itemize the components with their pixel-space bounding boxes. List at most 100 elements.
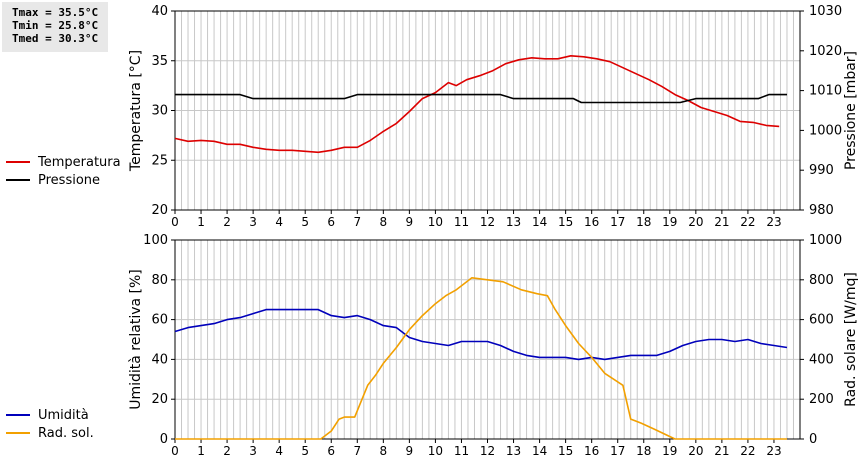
x-tick-label: 4 <box>275 215 283 229</box>
x-tick-label: 12 <box>480 215 495 229</box>
x-tick-label: 12 <box>480 444 495 458</box>
x-tick-label: 21 <box>714 444 729 458</box>
left-tick-label: 0 <box>160 432 168 447</box>
right-tick-label: 1000 <box>809 233 842 248</box>
x-tick-label: 10 <box>428 444 443 458</box>
x-tick-label: 8 <box>380 444 388 458</box>
x-tick-label: 17 <box>610 444 625 458</box>
right-tick-label: 600 <box>809 313 834 328</box>
right-axis-title: Pressione [mbar] <box>843 51 859 170</box>
x-tick-label: 22 <box>740 444 755 458</box>
right-tick-label: 0 <box>809 432 817 447</box>
left-tick-label: 60 <box>151 313 168 328</box>
x-tick-label: 6 <box>327 215 335 229</box>
x-tick-label: 23 <box>766 444 781 458</box>
legend-item-solar: Rad. sol. <box>6 424 94 442</box>
x-tick-label: 9 <box>406 215 414 229</box>
left-tick-label: 25 <box>151 153 168 168</box>
x-tick-label: 0 <box>171 215 179 229</box>
tmin-label: Tmin = 25.8°C <box>12 19 99 32</box>
legend-swatch-humidity <box>6 414 30 416</box>
series-line-pressure <box>175 93 787 104</box>
left-tick-label: 20 <box>151 392 168 407</box>
right-tick-label: 1010 <box>809 84 842 99</box>
chart-panel-1 <box>171 239 804 443</box>
stats-box: Tmax = 35.5°C Tmin = 25.8°C Tmed = 30.3°… <box>2 2 108 52</box>
x-tick-label: 2 <box>223 215 231 229</box>
x-tick-label: 5 <box>301 215 309 229</box>
x-tick-label: 3 <box>249 444 257 458</box>
x-tick-label: 18 <box>636 215 651 229</box>
legend-label-humidity: Umidità <box>38 407 89 423</box>
legend-swatch-solar <box>6 432 30 434</box>
left-axis-title: Umidità relativa [%] <box>128 269 144 410</box>
x-tick-label: 14 <box>532 444 547 458</box>
right-tick-label: 1000 <box>809 123 842 138</box>
left-axis-title: Temperatura [°C] <box>128 50 144 172</box>
series-line-solar <box>175 276 787 440</box>
x-tick-label: 5 <box>301 444 309 458</box>
right-tick-label: 400 <box>809 352 834 367</box>
x-tick-label: 17 <box>610 215 625 229</box>
x-tick-label: 7 <box>353 215 361 229</box>
x-tick-label: 2 <box>223 444 231 458</box>
x-tick-label: 15 <box>558 444 573 458</box>
x-tick-label: 9 <box>406 444 414 458</box>
legend-item-humidity: Umidità <box>6 406 94 424</box>
x-tick-label: 22 <box>740 215 755 229</box>
x-tick-label: 20 <box>688 444 703 458</box>
x-tick-label: 11 <box>454 444 469 458</box>
chart-panel-0 <box>171 10 804 214</box>
x-tick-label: 1 <box>197 215 205 229</box>
legend-label-solar: Rad. sol. <box>38 425 94 441</box>
right-tick-label: 1030 <box>809 4 842 19</box>
right-tick-label: 980 <box>809 203 834 218</box>
series-line-temperature <box>174 54 780 154</box>
legend-swatch-temperature <box>6 161 30 163</box>
x-tick-label: 15 <box>558 215 573 229</box>
x-tick-label: 21 <box>714 215 729 229</box>
x-tick-label: 7 <box>353 444 361 458</box>
tmax-label: Tmax = 35.5°C <box>12 6 99 19</box>
x-tick-label: 4 <box>275 444 283 458</box>
right-tick-label: 1020 <box>809 44 842 59</box>
legend-bottom: Umidità Rad. sol. <box>6 406 94 442</box>
x-tick-label: 3 <box>249 215 257 229</box>
x-tick-label: 14 <box>532 215 547 229</box>
x-tick-label: 0 <box>171 444 179 458</box>
legend-label-temperature: Temperatura <box>38 154 121 170</box>
right-tick-label: 200 <box>809 392 834 407</box>
x-tick-label: 16 <box>584 215 599 229</box>
x-tick-label: 23 <box>766 215 781 229</box>
left-tick-label: 35 <box>151 54 168 69</box>
x-tick-label: 13 <box>506 444 521 458</box>
legend-swatch-pressure <box>6 179 30 181</box>
x-tick-label: 19 <box>662 215 677 229</box>
left-tick-label: 40 <box>151 352 168 367</box>
left-tick-label: 100 <box>143 233 168 248</box>
right-tick-label: 800 <box>809 273 834 288</box>
x-tick-label: 1 <box>197 444 205 458</box>
left-tick-label: 80 <box>151 273 168 288</box>
legend-label-pressure: Pressione <box>38 172 101 188</box>
right-axis-title: Rad. solare [W/mq] <box>843 272 859 407</box>
left-tick-label: 20 <box>151 203 168 218</box>
left-tick-label: 30 <box>151 104 168 119</box>
legend-top: Temperatura Pressione <box>6 153 121 189</box>
x-tick-label: 16 <box>584 444 599 458</box>
x-tick-label: 19 <box>662 444 677 458</box>
left-tick-label: 40 <box>151 4 168 19</box>
legend-item-temperature: Temperatura <box>6 153 121 171</box>
right-tick-label: 990 <box>809 163 834 178</box>
tmed-label: Tmed = 30.3°C <box>12 32 99 45</box>
x-tick-label: 20 <box>688 215 703 229</box>
x-tick-label: 10 <box>428 215 443 229</box>
x-tick-label: 8 <box>380 215 388 229</box>
x-tick-label: 6 <box>327 444 335 458</box>
x-tick-label: 18 <box>636 444 651 458</box>
legend-item-pressure: Pressione <box>6 171 121 189</box>
x-tick-label: 13 <box>506 215 521 229</box>
series-line-humidity <box>174 308 788 361</box>
x-tick-label: 11 <box>454 215 469 229</box>
